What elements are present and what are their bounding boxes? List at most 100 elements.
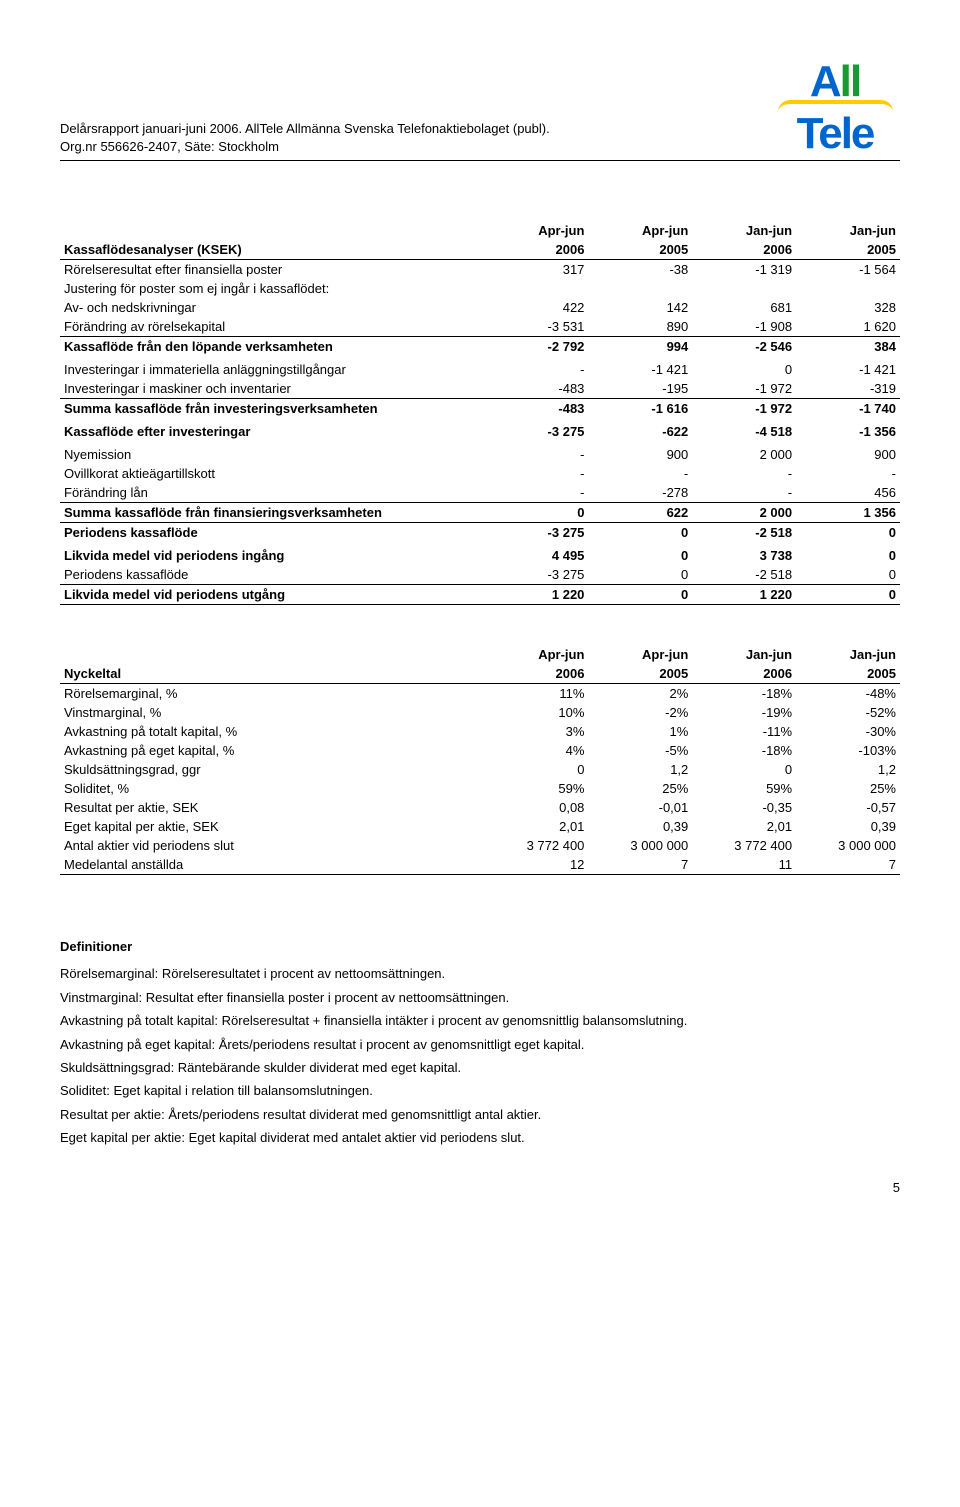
cell-value	[692, 279, 796, 298]
cell-value: 3 000 000	[588, 836, 692, 855]
cell-value	[588, 279, 692, 298]
row-label: Eget kapital per aktie, SEK	[60, 817, 485, 836]
cell-value: -	[485, 360, 589, 379]
cell-value: 1 620	[796, 317, 900, 337]
cell-value: 10%	[485, 703, 589, 722]
row-label: Justering för poster som ej ingår i kass…	[60, 279, 485, 298]
cell-value	[485, 279, 589, 298]
cell-value: 0	[796, 523, 900, 543]
definition-line: Rörelsemarginal: Rörelseresultatet i pro…	[60, 962, 900, 985]
table-row: Rörelsemarginal, %11%2%-18%-48%	[60, 684, 900, 704]
definition-line: Skuldsättningsgrad: Räntebärande skulder…	[60, 1056, 900, 1079]
cell-value: -4 518	[692, 422, 796, 441]
table-row: Summa kassaflöde från finansieringsverks…	[60, 503, 900, 523]
cell-value: 0,08	[485, 798, 589, 817]
cell-value: 0,39	[588, 817, 692, 836]
col-header-year: 2006	[485, 240, 589, 260]
cell-value: 0	[588, 546, 692, 565]
col-header-period: Apr-jun	[485, 645, 589, 664]
row-label: Förändring av rörelsekapital	[60, 317, 485, 337]
cell-value: 422	[485, 298, 589, 317]
cash-flow-table: Apr-junApr-junJan-junJan-junKassaflödesa…	[60, 221, 900, 605]
cell-value: -0,57	[796, 798, 900, 817]
table-row: Justering för poster som ej ingår i kass…	[60, 279, 900, 298]
table-row: Kassaflöde från den löpande verksamheten…	[60, 337, 900, 357]
cell-value: 59%	[692, 779, 796, 798]
col-header-year: 2005	[588, 240, 692, 260]
logo-letter-a: A	[810, 60, 840, 104]
definition-line: Avkastning på eget kapital: Årets/period…	[60, 1033, 900, 1056]
definition-line: Soliditet: Eget kapital i relation till …	[60, 1079, 900, 1102]
cell-value: -483	[485, 379, 589, 399]
cell-value: -1 972	[692, 399, 796, 419]
cell-value: 3 738	[692, 546, 796, 565]
row-label: Periodens kassaflöde	[60, 565, 485, 585]
cell-value: 0,39	[796, 817, 900, 836]
cell-value: 1 356	[796, 503, 900, 523]
row-label: Rörelseresultat efter finansiella poster	[60, 260, 485, 280]
row-label: Medelantal anställda	[60, 855, 485, 875]
table-row: Av- och nedskrivningar422142681328	[60, 298, 900, 317]
col-header-period: Jan-jun	[692, 221, 796, 240]
cell-value: -	[692, 464, 796, 483]
table-row: Antal aktier vid periodens slut3 772 400…	[60, 836, 900, 855]
cell-value: 994	[588, 337, 692, 357]
table-row: Periodens kassaflöde-3 2750-2 5180	[60, 523, 900, 543]
cell-value: -3 275	[485, 422, 589, 441]
cell-value: -3 275	[485, 523, 589, 543]
key-figures-table: Apr-junApr-junJan-junJan-junNyckeltal200…	[60, 645, 900, 875]
cell-value: -	[485, 445, 589, 464]
cell-value: -	[485, 483, 589, 503]
cell-value: 1,2	[588, 760, 692, 779]
header-line-1: Delårsrapport januari-juni 2006. AllTele…	[60, 120, 550, 138]
cell-value	[796, 279, 900, 298]
cell-value: 681	[692, 298, 796, 317]
table-row: Förändring av rörelsekapital-3 531890-1 …	[60, 317, 900, 337]
cell-value: 3 000 000	[796, 836, 900, 855]
table-row: Likvida medel vid periodens ingång4 4950…	[60, 546, 900, 565]
cell-value: -319	[796, 379, 900, 399]
cell-value: 0	[588, 565, 692, 585]
cell-value: 0	[692, 760, 796, 779]
cell-value: -48%	[796, 684, 900, 704]
header-line-2: Org.nr 556626-2407, Säte: Stockholm	[60, 138, 550, 156]
cell-value: 0	[692, 360, 796, 379]
definition-line: Vinstmarginal: Resultat efter finansiell…	[60, 986, 900, 1009]
cell-value: 900	[796, 445, 900, 464]
cell-value: 142	[588, 298, 692, 317]
row-label: Avkastning på eget kapital, %	[60, 741, 485, 760]
col-header-period: Jan-jun	[796, 645, 900, 664]
cell-value: -	[588, 464, 692, 483]
table-row: Investeringar i immateriella anläggnings…	[60, 360, 900, 379]
row-label: Nyemission	[60, 445, 485, 464]
cell-value: 7	[796, 855, 900, 875]
table-title: Nyckeltal	[60, 664, 485, 684]
logo-tele: Tele	[797, 112, 874, 156]
cell-value: 11	[692, 855, 796, 875]
col-header-year: 2005	[588, 664, 692, 684]
row-label: Soliditet, %	[60, 779, 485, 798]
table-row: Investeringar i maskiner och inventarier…	[60, 379, 900, 399]
cell-value: 0	[796, 565, 900, 585]
cell-value: 2,01	[485, 817, 589, 836]
cell-value: -1 421	[796, 360, 900, 379]
row-label: Förändring lån	[60, 483, 485, 503]
cell-value: 3 772 400	[485, 836, 589, 855]
cell-value: -0,35	[692, 798, 796, 817]
cell-value: 1%	[588, 722, 692, 741]
row-label: Av- och nedskrivningar	[60, 298, 485, 317]
table-row: Soliditet, %59%25%59%25%	[60, 779, 900, 798]
page-header: Delårsrapport januari-juni 2006. AllTele…	[60, 60, 900, 161]
table-row: Eget kapital per aktie, SEK2,010,392,010…	[60, 817, 900, 836]
cell-value: -3 531	[485, 317, 589, 337]
cell-value: -622	[588, 422, 692, 441]
cell-value: 900	[588, 445, 692, 464]
cell-value: -18%	[692, 741, 796, 760]
cell-value: -1 972	[692, 379, 796, 399]
cell-value: 0	[796, 585, 900, 605]
definition-line: Resultat per aktie: Årets/periodens resu…	[60, 1103, 900, 1126]
cell-value: -1 421	[588, 360, 692, 379]
row-label: Likvida medel vid periodens ingång	[60, 546, 485, 565]
table-row: Avkastning på eget kapital, %4%-5%-18%-1…	[60, 741, 900, 760]
cell-value: -1 319	[692, 260, 796, 280]
